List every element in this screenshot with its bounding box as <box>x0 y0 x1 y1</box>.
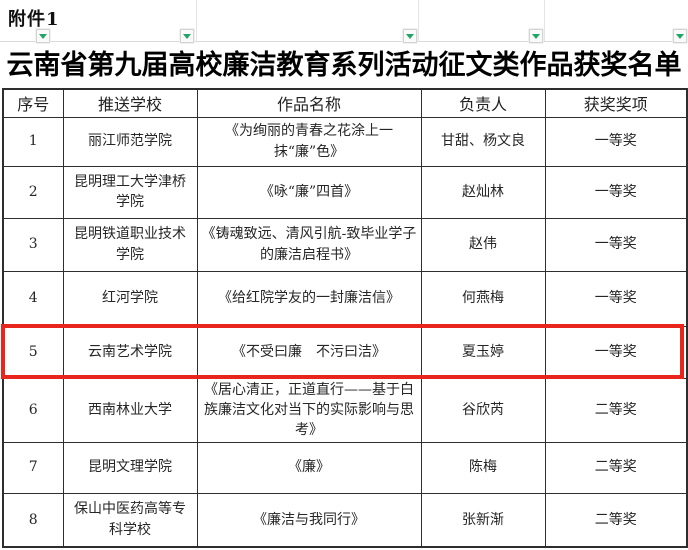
cell-no[interactable]: 7 <box>2 441 64 494</box>
header-person: 负责人 <box>420 88 546 118</box>
cell-no[interactable]: 3 <box>2 217 64 272</box>
spreadsheet-top-strip: 附件1 <box>0 0 688 43</box>
cell-school[interactable]: 保山中医药高等专科学校 <box>62 492 198 548</box>
cell-school[interactable]: 昆明文理学院 <box>62 441 198 494</box>
cell-person[interactable]: 何燕梅 <box>420 270 546 327</box>
header-row: 序号 推送学校 作品名称 负责人 获奖奖项 <box>2 88 688 118</box>
cell-school[interactable]: 云南艺术学院 <box>62 325 198 379</box>
cell-school[interactable]: 红河学院 <box>62 270 198 327</box>
filter-dropdown-icon <box>183 33 191 39</box>
awards-table-wrapper: 序号 推送学校 作品名称 负责人 获奖奖项 1 丽江师范学院 《为绚丽的青春之花… <box>2 88 688 548</box>
cell-person[interactable]: 赵灿林 <box>420 165 546 219</box>
cell-school[interactable]: 昆明铁道职业技术学院 <box>62 217 198 272</box>
cell-award[interactable]: 一等奖 <box>544 165 688 219</box>
cell-no[interactable]: 4 <box>2 270 64 327</box>
cell-award[interactable]: 一等奖 <box>544 116 688 167</box>
cell-work[interactable]: 《不受曰廉 不污曰洁》 <box>196 325 422 379</box>
header-work: 作品名称 <box>196 88 422 118</box>
table-row: 4 红河学院 《给红院学友的一封廉洁信》 何燕梅 一等奖 <box>2 270 688 327</box>
table-row-highlighted: 5 云南艺术学院 《不受曰廉 不污曰洁》 夏玉婷 一等奖 <box>2 325 688 379</box>
filter-dropdown-button[interactable] <box>403 29 417 43</box>
cell-work[interactable]: 《居心清正，正道直行——基于白族廉洁文化对当下的实际影响与思考》 <box>196 377 422 443</box>
column-gridline <box>196 0 197 41</box>
filter-dropdown-icon <box>39 33 47 39</box>
cell-work[interactable]: 《咏“廉”四首》 <box>196 165 422 219</box>
cell-school[interactable]: 丽江师范学院 <box>62 116 198 167</box>
cell-award[interactable]: 二等奖 <box>544 492 688 548</box>
row-gridline <box>0 41 688 42</box>
filter-dropdown-button[interactable] <box>673 29 687 43</box>
cell-award[interactable]: 二等奖 <box>544 441 688 494</box>
table-row: 8 保山中医药高等专科学校 《廉洁与我同行》 张新渐 二等奖 <box>2 492 688 548</box>
header-no: 序号 <box>2 88 64 118</box>
filter-dropdown-icon <box>406 33 414 39</box>
cell-no[interactable]: 5 <box>2 325 64 379</box>
cell-work[interactable]: 《为绚丽的青春之花涂上一抹“廉”色》 <box>196 116 422 167</box>
header-school: 推送学校 <box>62 88 198 118</box>
cell-person[interactable]: 张新渐 <box>420 492 546 548</box>
filter-dropdown-button[interactable] <box>36 29 50 43</box>
cell-no[interactable]: 1 <box>2 116 64 167</box>
cell-school[interactable]: 昆明理工大学津桥学院 <box>62 165 198 219</box>
cell-no[interactable]: 2 <box>2 165 64 219</box>
filter-dropdown-icon <box>676 33 684 39</box>
cell-award[interactable]: 二等奖 <box>544 377 688 443</box>
cell-person[interactable]: 赵伟 <box>420 217 546 272</box>
filter-dropdown-button[interactable] <box>529 29 543 43</box>
cell-school[interactable]: 西南林业大学 <box>62 377 198 443</box>
cell-work[interactable]: 《给红院学友的一封廉洁信》 <box>196 270 422 327</box>
cell-work[interactable]: 《廉洁与我同行》 <box>196 492 422 548</box>
cell-person[interactable]: 谷欣芮 <box>420 377 546 443</box>
cell-person[interactable]: 夏玉婷 <box>420 325 546 379</box>
cell-work[interactable]: 《铸魂致远、清风引航-致毕业学子的廉洁启程书》 <box>196 217 422 272</box>
cell-work[interactable]: 《廉》 <box>196 441 422 494</box>
header-award: 获奖奖项 <box>544 88 688 118</box>
table-row: 1 丽江师范学院 《为绚丽的青春之花涂上一抹“廉”色》 甘甜、杨文良 一等奖 <box>2 116 688 167</box>
attachment-label: 附件1 <box>8 9 60 30</box>
cell-award[interactable]: 一等奖 <box>544 270 688 327</box>
cell-person[interactable]: 陈梅 <box>420 441 546 494</box>
table-row: 7 昆明文理学院 《廉》 陈梅 二等奖 <box>2 441 688 494</box>
table-row: 6 西南林业大学 《居心清正，正道直行——基于白族廉洁文化对当下的实际影响与思考… <box>2 377 688 443</box>
awards-table: 序号 推送学校 作品名称 负责人 获奖奖项 1 丽江师范学院 《为绚丽的青春之花… <box>2 88 688 548</box>
cell-award[interactable]: 一等奖 <box>544 217 688 272</box>
cell-person[interactable]: 甘甜、杨文良 <box>420 116 546 167</box>
page-title: 云南省第九届高校廉洁教育系列活动征文类作品获奖名单 <box>6 50 682 81</box>
column-gridline <box>418 0 419 41</box>
cell-award[interactable]: 一等奖 <box>544 325 688 379</box>
filter-dropdown-icon <box>532 33 540 39</box>
column-gridline <box>544 0 545 41</box>
table-row: 3 昆明铁道职业技术学院 《铸魂致远、清风引航-致毕业学子的廉洁启程书》 赵伟 … <box>2 217 688 272</box>
table-row: 2 昆明理工大学津桥学院 《咏“廉”四首》 赵灿林 一等奖 <box>2 165 688 219</box>
cell-no[interactable]: 6 <box>2 377 64 443</box>
cell-no[interactable]: 8 <box>2 492 64 548</box>
filter-dropdown-button[interactable] <box>180 29 194 43</box>
